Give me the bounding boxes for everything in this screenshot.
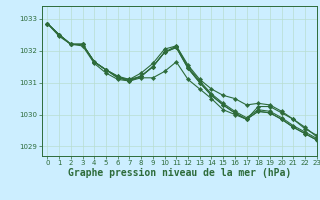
X-axis label: Graphe pression niveau de la mer (hPa): Graphe pression niveau de la mer (hPa) [68,168,291,178]
